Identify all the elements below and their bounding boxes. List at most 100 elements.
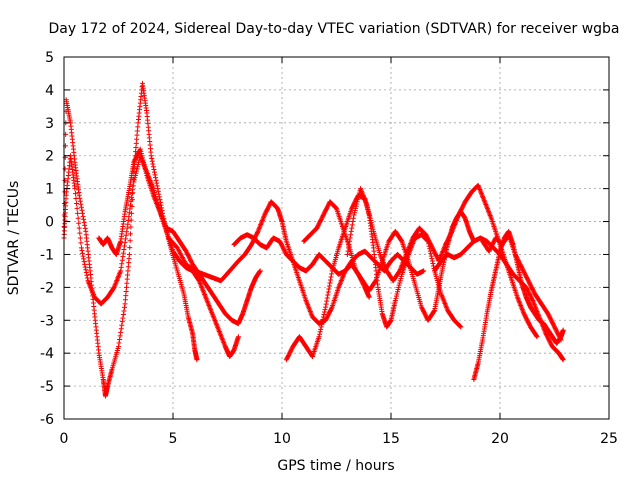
data-point (514, 256, 520, 262)
data-point (332, 204, 338, 210)
data-point (74, 200, 80, 206)
data-point (367, 213, 373, 219)
data-point (131, 159, 137, 165)
x-tick-label: 25 (600, 431, 618, 447)
data-point (141, 159, 147, 165)
data-point (448, 230, 454, 236)
data-point (74, 205, 80, 211)
data-point (428, 242, 434, 248)
data-point (151, 169, 157, 175)
data-point (265, 204, 271, 210)
data-point (431, 248, 437, 254)
data-point (78, 245, 84, 251)
data-point (235, 334, 241, 340)
y-tick-label: -1 (40, 247, 54, 263)
data-point (370, 226, 376, 232)
data-point (116, 344, 121, 350)
data-point (284, 356, 290, 362)
data-point (135, 164, 141, 170)
data-point (155, 186, 161, 192)
data-point (349, 225, 355, 231)
data-point (456, 211, 462, 217)
data-point (526, 321, 532, 327)
data-point (350, 219, 356, 225)
data-point (318, 326, 324, 332)
data-point (78, 201, 84, 207)
data-point (348, 228, 354, 234)
data-point (120, 312, 126, 318)
data-point (157, 197, 163, 203)
data-point (153, 177, 159, 183)
data-point (143, 168, 149, 174)
data-point (457, 323, 463, 329)
series-track-3 (96, 146, 263, 327)
y-tick-label: 3 (45, 116, 54, 132)
data-point (421, 268, 427, 274)
data-point (348, 232, 354, 238)
data-point (354, 201, 360, 207)
data-point (443, 242, 448, 248)
data-point (264, 208, 270, 214)
data-point (372, 279, 378, 285)
data-point (317, 220, 323, 226)
data-point (552, 324, 557, 330)
data-point (548, 316, 554, 322)
data-point (456, 212, 462, 218)
data-point (560, 357, 566, 363)
data-point (130, 187, 136, 193)
data-point (514, 255, 520, 261)
data-point (317, 329, 323, 335)
y-tick-label: -6 (40, 412, 54, 428)
data-point (553, 326, 559, 332)
data-point (523, 314, 529, 320)
data-point (458, 206, 464, 212)
data-point (84, 272, 90, 278)
data-point (82, 261, 88, 267)
data-point (393, 293, 399, 299)
data-point (353, 203, 359, 209)
data-point (396, 282, 402, 288)
data-point (519, 266, 525, 272)
data-point (326, 286, 332, 292)
data-point (430, 261, 436, 267)
data-point (154, 183, 160, 189)
data-point (325, 312, 331, 318)
data-point (120, 315, 126, 321)
series-track-1 (61, 80, 200, 399)
data-point (530, 287, 536, 293)
data-point (123, 232, 129, 238)
data-point (461, 201, 467, 207)
data-point (329, 271, 335, 277)
data-point (396, 269, 402, 275)
data-point (154, 180, 160, 186)
data-point (523, 273, 529, 279)
data-point (126, 210, 132, 216)
data-point (425, 235, 431, 241)
data-point (397, 280, 403, 286)
data-point (546, 337, 552, 343)
data-point (77, 235, 83, 241)
data-point (427, 240, 433, 246)
data-point (526, 322, 532, 328)
data-point (550, 321, 556, 327)
data-point (425, 236, 431, 242)
data-point (326, 311, 332, 317)
data-point (277, 238, 283, 244)
data-point (187, 257, 193, 263)
data-point (266, 203, 272, 209)
data-point (140, 157, 146, 163)
data-point (141, 162, 147, 168)
data-point (132, 157, 138, 163)
data-point (447, 233, 453, 239)
data-point (444, 239, 450, 245)
data-point (367, 215, 373, 221)
x-tick-label: 10 (273, 431, 291, 447)
data-point (556, 334, 562, 340)
chart-title: Day 172 of 2024, Sidereal Day-to-day VTE… (48, 21, 619, 37)
plot-frame (63, 56, 610, 420)
series-track-4 (166, 199, 372, 327)
data-point (134, 166, 140, 172)
data-point (184, 249, 190, 255)
data-point (322, 307, 328, 313)
